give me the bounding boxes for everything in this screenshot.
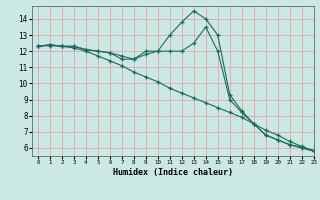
X-axis label: Humidex (Indice chaleur): Humidex (Indice chaleur) [113, 168, 233, 177]
